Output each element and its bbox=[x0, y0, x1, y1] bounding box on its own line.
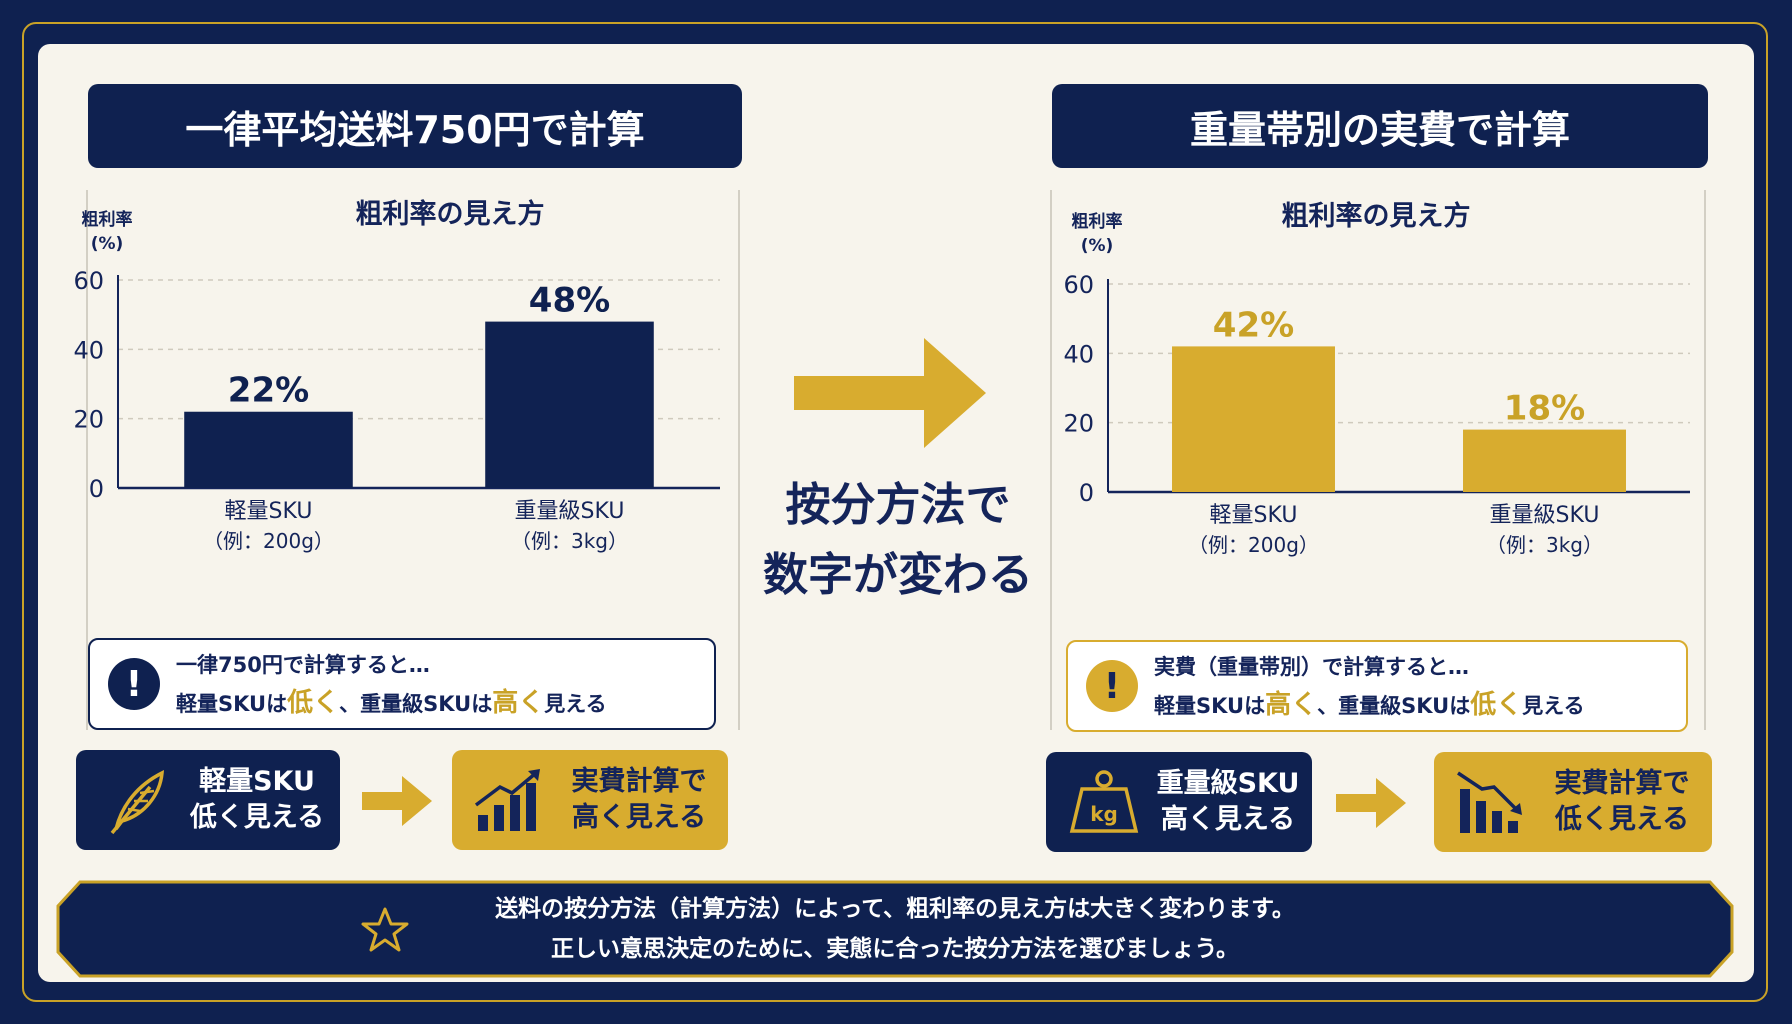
middle-caption: 按分方法で 数字が変わる bbox=[762, 478, 1033, 601]
left-pill-light-sku: 軽量SKU 低く見える bbox=[76, 750, 340, 850]
feather-icon bbox=[110, 770, 165, 835]
x-category-label: 重量級SKU bbox=[1490, 503, 1600, 528]
y-tick-label: 20 bbox=[1063, 410, 1094, 438]
left-chart-title: 粗利率の見え方 bbox=[355, 199, 545, 230]
right-pill-heavy-sku: kg 重量級SKU 高く見える bbox=[1046, 752, 1312, 852]
left-title: 一律平均送料750円で計算 bbox=[88, 84, 742, 168]
footer-line2: 正しい意思決定のために、実態に合った按分方法を選びましょう。 bbox=[551, 936, 1239, 962]
y-tick-label: 40 bbox=[1063, 340, 1094, 368]
right-bar-chart: 0 20 40 60 42% 軽量SKU （例：200g） 18% 重量級SKU （例：3kg） bbox=[1063, 271, 1690, 557]
y-tick-label: 20 bbox=[73, 406, 104, 434]
right-divider-l bbox=[1050, 190, 1052, 730]
right-note-line1: 実費（重量帯別）で計算すると… bbox=[1154, 654, 1469, 679]
right-divider-r bbox=[1704, 190, 1706, 730]
x-category-label: 軽量SKU bbox=[1210, 503, 1298, 528]
left-note-line1: 一律750円で計算すると… bbox=[176, 652, 430, 677]
bar bbox=[1172, 346, 1335, 492]
y-tick-label: 60 bbox=[1063, 271, 1094, 299]
x-category-sublabel: （例：3kg） bbox=[511, 529, 628, 553]
x-category-label: 重量級SKU bbox=[515, 499, 625, 524]
exclamation-icon: ! bbox=[1086, 660, 1138, 712]
big-arrow-right-icon bbox=[794, 338, 986, 448]
x-category-sublabel: （例：200g） bbox=[1188, 533, 1319, 557]
left-divider-l bbox=[86, 190, 88, 730]
right-y-unit: 粗利率 (%) bbox=[1071, 212, 1123, 256]
left-note: ! 一律750円で計算すると… 軽量SKUは低く、重量級SKUは高く見える bbox=[88, 638, 716, 730]
y-tick-label: 0 bbox=[89, 475, 104, 503]
footer-line1: 送料の按分方法（計算方法）によって、粗利率の見え方は大きく変わります。 bbox=[495, 896, 1295, 922]
right-chart-title: 粗利率の見え方 bbox=[1281, 201, 1471, 232]
bar bbox=[184, 411, 353, 488]
bar bbox=[485, 321, 654, 488]
bar bbox=[1463, 429, 1626, 492]
weight-kg-icon: kg bbox=[1069, 770, 1139, 833]
y-tick-label: 0 bbox=[1079, 479, 1094, 507]
x-category-sublabel: （例：200g） bbox=[203, 529, 334, 553]
left-note-line2: 軽量SKUは低く、重量級SKUは高く見える bbox=[176, 687, 607, 718]
left-pill-actual-cost: 実費計算で 高く見える bbox=[452, 750, 728, 850]
svg-text:kg: kg bbox=[1090, 802, 1118, 826]
bar-value-label: 22% bbox=[228, 371, 309, 411]
bar-value-label: 42% bbox=[1213, 305, 1294, 345]
left-bar-chart: 0 20 40 60 22% 軽量SKU （例：200g） 48% 重量級SKU （例：3kg） bbox=[73, 267, 720, 553]
x-category-sublabel: （例：3kg） bbox=[1486, 533, 1603, 557]
bar-value-label: 18% bbox=[1504, 389, 1585, 429]
left-divider-r bbox=[738, 190, 740, 730]
right-note: ! 実費（重量帯別）で計算すると… 軽量SKUは高く、重量級SKUは低く見える bbox=[1066, 640, 1688, 732]
footer-banner: 送料の按分方法（計算方法）によって、粗利率の見え方は大きく変わります。 正しい意… bbox=[56, 880, 1734, 978]
exclamation-icon: ! bbox=[108, 658, 160, 710]
outer-frame bbox=[22, 22, 1768, 1002]
right-note-line2: 軽量SKUは高く、重量級SKUは低く見える bbox=[1154, 689, 1585, 720]
bar-value-label: 48% bbox=[529, 281, 610, 321]
x-category-label: 軽量SKU bbox=[225, 499, 313, 524]
star-icon bbox=[361, 907, 409, 952]
left-y-unit: 粗利率 (%) bbox=[81, 210, 133, 254]
right-pill-actual-cost: 実費計算で 低く見える bbox=[1434, 752, 1712, 852]
arrow-right-icon bbox=[1336, 778, 1406, 828]
y-tick-label: 40 bbox=[73, 336, 104, 364]
chart-up-icon bbox=[474, 769, 540, 831]
footer-shape bbox=[56, 880, 1734, 978]
y-tick-label: 60 bbox=[73, 267, 104, 295]
arrow-right-icon bbox=[362, 776, 432, 826]
right-title: 重量帯別の実費で計算 bbox=[1052, 84, 1708, 168]
chart-down-icon bbox=[1457, 771, 1522, 833]
